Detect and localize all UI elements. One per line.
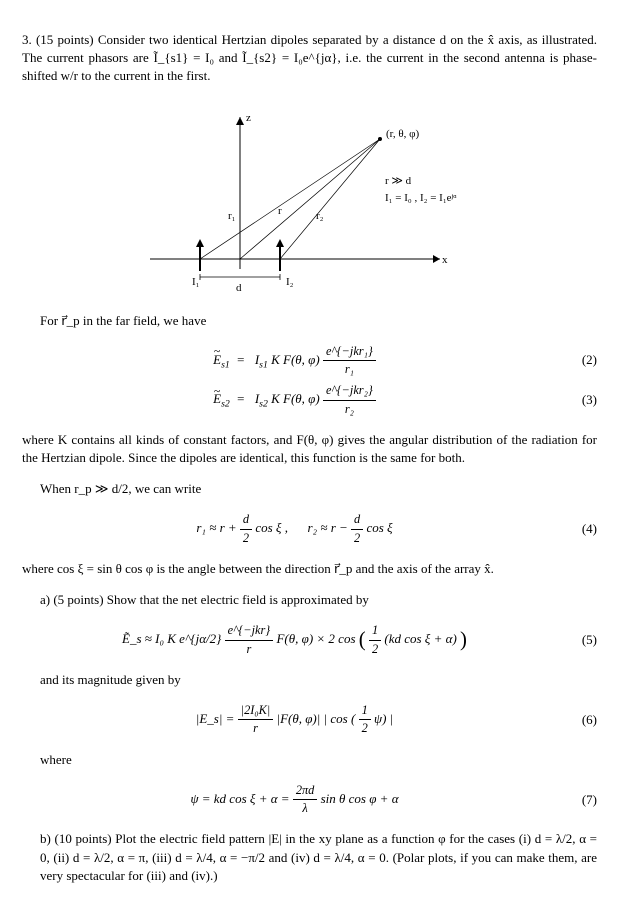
equation-5: Ẽ_s ≈ I₀ K e^{jα/2} e^{−jkr}r F(θ, φ) × … (22, 622, 597, 658)
i2-label: I₂ (286, 276, 294, 288)
equation-4: r₁ ≈ r + d2 cos ξ , r₂ ≈ r − d2 cos ξ (4… (22, 511, 597, 547)
eq5-in: 1 (369, 622, 381, 640)
eq6-num: |2I₀K| (238, 702, 274, 720)
dipole-figure: z x I₁ I₂ d (r, θ, φ) r₁ r r₂ r ≫ d I₁ =… (110, 99, 510, 299)
eq4-denb: 2 (351, 530, 363, 547)
eq5-number: (5) (567, 631, 597, 649)
problem-points: (15 points) (36, 32, 94, 47)
i-relation: I₁ = I₀ , I₂ = I₁eʲᵅ (385, 192, 457, 204)
eq4-r2: r₂ ≈ r − (308, 520, 352, 535)
eq2-den: r₁ (323, 361, 376, 378)
eq6-mid: |F(θ, φ)| | cos ( (277, 711, 356, 726)
eq4-numb: d (351, 511, 363, 529)
equation-6: |E_s| = |2I₀K|r |F(θ, φ)| | cos ( 12 ψ) … (22, 702, 597, 738)
para-mag: and its magnitude given by (40, 671, 597, 689)
farfield-intro: For r⃗_p in the far field, we have (40, 312, 597, 330)
eq6-den: r (238, 720, 274, 737)
eq6-number: (6) (567, 711, 597, 729)
eq7-number: (7) (567, 791, 597, 809)
rd-label: r ≫ d (385, 175, 412, 187)
eq4-numa: d (240, 511, 252, 529)
r-label: r (278, 205, 282, 217)
para-factors: where K contains all kinds of constant f… (22, 431, 597, 467)
eq7-den: λ (293, 800, 318, 817)
eq4-r1: r₁ ≈ r + (196, 520, 240, 535)
eq7-num: 2πd (293, 782, 318, 800)
problem-number: 3. (22, 32, 32, 47)
eq6-in: 1 (359, 702, 371, 720)
eq2-num: e^{−jkr₁} (323, 343, 376, 361)
eq6-ir: ψ) | (374, 711, 393, 726)
eq5-den: r (225, 641, 274, 658)
eq6-lhs: |E_s| = (196, 711, 238, 726)
eq3-num: e^{−jkr₂} (323, 382, 376, 400)
eq4-number: (4) (567, 520, 597, 538)
eq7-body: ψ = kd cos ξ + α = (190, 791, 292, 806)
field-point-label: (r, θ, φ) (386, 128, 420, 140)
eq5-ir: (kd cos ξ + α) (384, 631, 456, 646)
eq3-den: r₂ (323, 401, 376, 418)
problem-statement: 3. (15 points) Consider two identical He… (22, 31, 597, 86)
para-cosxi: where cos ξ = sin θ cos φ is the angle b… (22, 560, 597, 578)
part-b-label: b) (10 points) Plot the electric field p… (40, 830, 597, 885)
para-when: When r_p ≫ d/2, we can write (40, 480, 597, 498)
eq2-number: (2) (567, 351, 597, 369)
eq4-dena: 2 (240, 530, 252, 547)
i1-label: I₁ (192, 276, 200, 288)
r1-label: r₁ (228, 210, 236, 222)
z-axis-label: z (246, 112, 251, 124)
eq5-mid: F(θ, φ) × 2 cos (276, 631, 358, 646)
eq5-id: 2 (369, 641, 381, 658)
eq4-midb: cos ξ (366, 520, 392, 535)
d-label: d (236, 282, 242, 294)
part-a-label: a) (5 points) Show that the net electric… (40, 591, 597, 609)
equation-2: Es1 = Is1 K F(θ, φ) e^{−jkr₁}r₁ (2) (22, 343, 597, 379)
eq7-tail: sin θ cos φ + α (321, 791, 399, 806)
para-where: where (40, 751, 597, 769)
x-axis-label: x (442, 254, 448, 266)
equation-3: Es2 = Is2 K F(θ, φ) e^{−jkr₂}r₂ (3) (22, 382, 597, 418)
eq3-number: (3) (567, 391, 597, 409)
eq5-lhs: Ẽ_s ≈ I₀ K e^{jα/2} (122, 631, 225, 646)
eq4-mida: cos ξ , (255, 520, 288, 535)
problem-intro: Consider two identical Hertzian dipoles … (22, 32, 597, 83)
r2-label: r₂ (316, 210, 324, 222)
eq6-id: 2 (359, 720, 371, 737)
eq5-num: e^{−jkr} (225, 622, 274, 640)
equation-7: ψ = kd cos ξ + α = 2πdλ sin θ cos φ + α … (22, 782, 597, 818)
